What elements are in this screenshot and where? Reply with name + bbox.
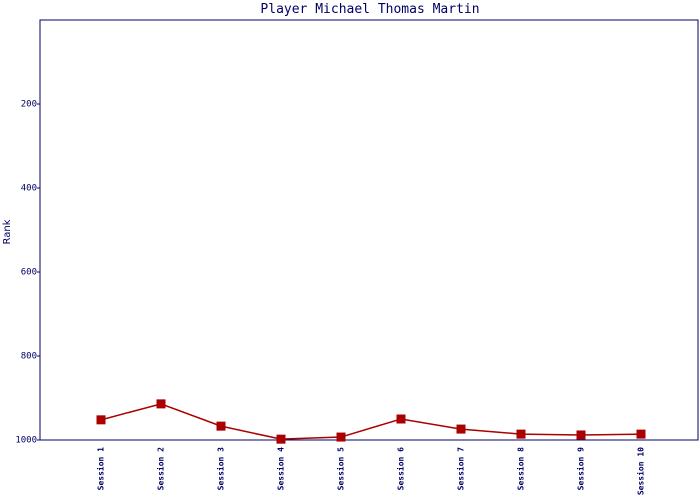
y-tick-label: 600 bbox=[21, 268, 37, 278]
y-tick-label: 800 bbox=[21, 352, 37, 362]
y-tick-label: 200 bbox=[21, 100, 37, 110]
x-tick-label: Session 7 bbox=[456, 447, 466, 491]
plot-frame bbox=[39, 19, 699, 441]
x-tick-label: Session 6 bbox=[396, 447, 406, 491]
x-tick-label: Session 8 bbox=[516, 447, 526, 491]
point-marker bbox=[516, 429, 526, 439]
point-marker bbox=[336, 432, 346, 442]
x-tick-label: Session 1 bbox=[96, 447, 106, 491]
point-marker bbox=[96, 415, 106, 425]
series-line bbox=[100, 403, 642, 440]
x-tick-label: Session 4 bbox=[276, 447, 286, 491]
y-tick-label: 1000 bbox=[15, 436, 37, 446]
point-marker bbox=[456, 424, 466, 434]
y-axis-label: Rank bbox=[2, 219, 13, 244]
x-tick-label: Session 3 bbox=[216, 447, 226, 491]
y-tick-label: 400 bbox=[21, 184, 37, 194]
point-marker bbox=[636, 429, 646, 439]
x-tick-label: Session 10 bbox=[636, 447, 646, 495]
x-tick-label: Session 2 bbox=[156, 447, 166, 491]
point-marker bbox=[396, 414, 406, 424]
point-marker bbox=[216, 421, 226, 431]
x-tick-label: Session 9 bbox=[576, 447, 586, 491]
point-marker bbox=[156, 399, 166, 409]
point-marker bbox=[276, 434, 286, 444]
point-marker bbox=[576, 430, 586, 440]
x-tick-label: Session 5 bbox=[336, 447, 346, 491]
chart-title: Player Michael Thomas Martin bbox=[260, 2, 479, 17]
